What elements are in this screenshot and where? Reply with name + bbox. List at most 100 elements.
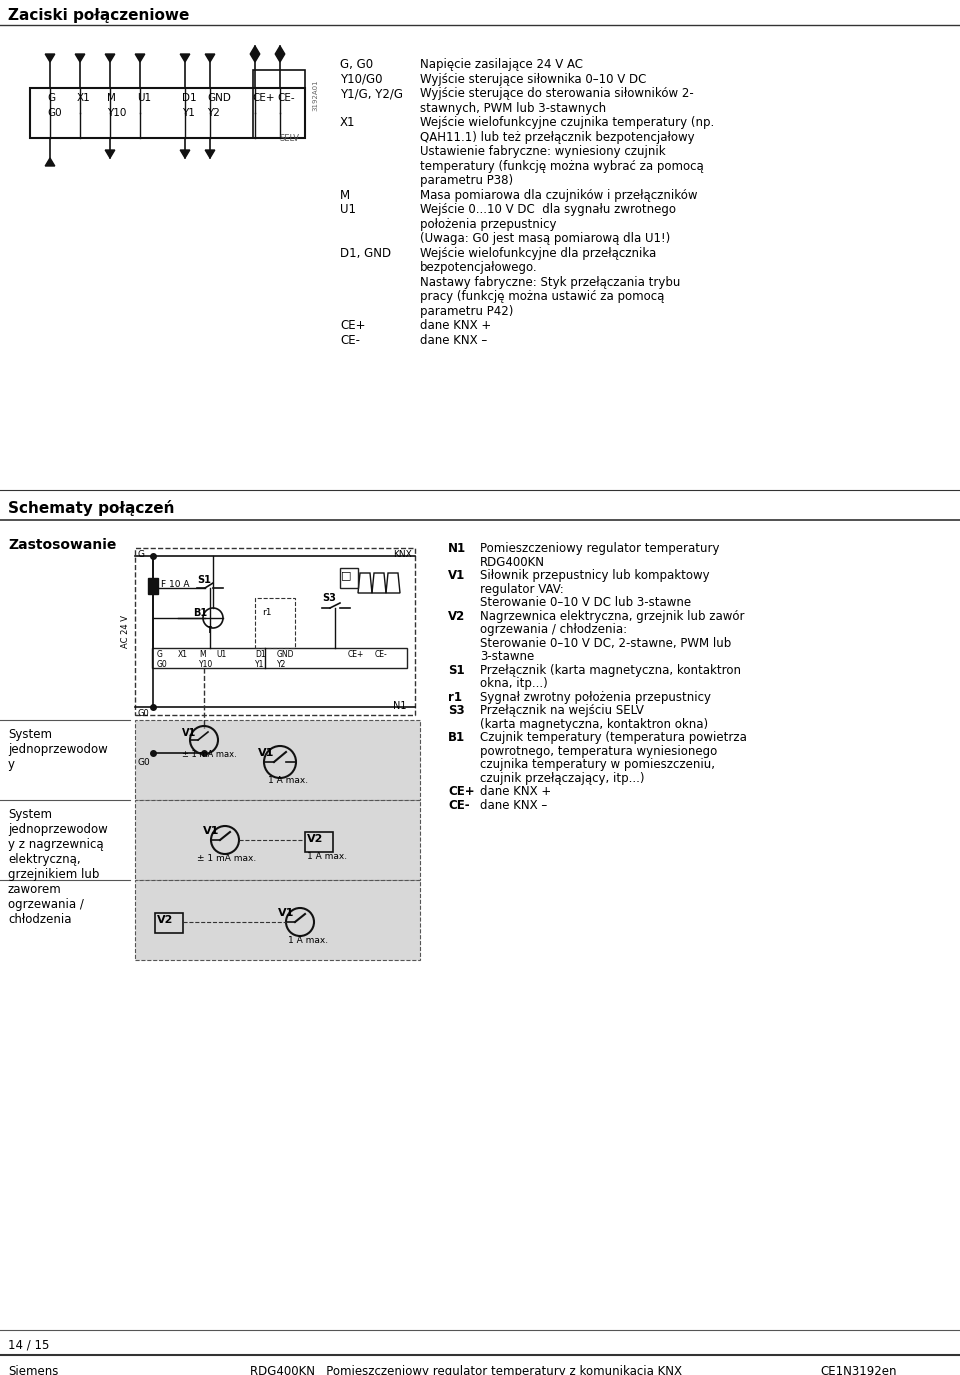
Text: położenia przepustnicy: położenia przepustnicy	[420, 217, 557, 231]
Bar	[152, 648, 407, 668]
Polygon shape	[75, 54, 84, 62]
Text: powrotnego, temperatura wyniesionego: powrotnego, temperatura wyniesionego	[480, 744, 717, 758]
Text: pracy (funkcję można ustawić za pomocą: pracy (funkcję można ustawić za pomocą	[420, 290, 664, 302]
Text: AC 24 V: AC 24 V	[121, 615, 130, 648]
Text: Schematy połączeń: Schematy połączeń	[8, 500, 175, 516]
Text: r1: r1	[262, 608, 272, 617]
Text: X1: X1	[77, 94, 91, 103]
Text: V1: V1	[258, 748, 275, 758]
Text: System
jednoprzewodow
y z nagrzewnicą
elektryczną,
grzejnikiem lub
zaworem
ogrze: System jednoprzewodow y z nagrzewnicą el…	[8, 808, 108, 925]
Text: Y10/G0: Y10/G0	[340, 73, 382, 85]
Bar	[255, 598, 295, 648]
Text: stawnych, PWM lub 3-stawnych: stawnych, PWM lub 3-stawnych	[420, 102, 606, 114]
Text: Wejście wielofunkcyjne dla przełącznika: Wejście wielofunkcyjne dla przełącznika	[420, 246, 657, 260]
Text: M: M	[340, 188, 350, 202]
Text: dane KNX +: dane KNX +	[420, 319, 492, 331]
Text: Wejście 0...10 V DC  dla sygnału zwrotnego: Wejście 0...10 V DC dla sygnału zwrotneg…	[420, 204, 676, 216]
Bar	[253, 70, 305, 138]
Text: Y2: Y2	[207, 109, 220, 118]
Text: X1: X1	[178, 650, 188, 659]
Text: G0: G0	[137, 758, 150, 767]
Text: temperatury (funkcję można wybrać za pomocą: temperatury (funkcję można wybrać za pom…	[420, 160, 704, 172]
Text: N1: N1	[393, 701, 406, 711]
Text: Sterowanie 0–10 V DC lub 3-stawne: Sterowanie 0–10 V DC lub 3-stawne	[480, 595, 691, 609]
Text: CE-: CE-	[375, 650, 388, 659]
Text: Nagrzewnica elektryczna, grzejnik lub zawór: Nagrzewnica elektryczna, grzejnik lub za…	[480, 609, 745, 623]
Text: 1 A max.: 1 A max.	[268, 775, 308, 785]
Text: Pomieszczeniowy regulator temperatury: Pomieszczeniowy regulator temperatury	[480, 542, 719, 556]
Text: B1: B1	[448, 732, 466, 744]
Text: 1 A max.: 1 A max.	[307, 852, 348, 861]
Text: V1: V1	[203, 826, 220, 836]
Polygon shape	[205, 54, 215, 62]
Text: D1: D1	[255, 650, 266, 659]
Text: CE+: CE+	[340, 319, 366, 331]
Text: ± 1 mA max.: ± 1 mA max.	[197, 854, 256, 864]
Text: System
jednoprzewodow
y: System jednoprzewodow y	[8, 727, 108, 771]
Text: M: M	[107, 94, 116, 103]
Text: V1: V1	[448, 569, 466, 582]
Text: ± 1 mA max.: ± 1 mA max.	[182, 749, 237, 759]
Polygon shape	[276, 54, 285, 62]
Text: r1: r1	[448, 690, 462, 704]
Text: V2: V2	[448, 609, 466, 623]
Text: okna, itp...): okna, itp...)	[480, 676, 548, 690]
Polygon shape	[135, 54, 145, 62]
Text: V1: V1	[182, 727, 196, 738]
Text: S3: S3	[448, 704, 465, 716]
Bar	[340, 568, 358, 588]
Text: GND: GND	[207, 94, 230, 103]
Text: czujnik przełączający, itp...): czujnik przełączający, itp...)	[480, 771, 644, 785]
Text: dane KNX +: dane KNX +	[480, 785, 551, 797]
Bar	[135, 800, 420, 880]
Text: CE1N3192en: CE1N3192en	[820, 1365, 897, 1375]
Text: QAH11.1) lub też przełącznik bezpotencjałowy: QAH11.1) lub też przełącznik bezpotencja…	[420, 131, 695, 143]
Text: 14 / 15: 14 / 15	[8, 1338, 49, 1352]
Text: U1: U1	[216, 650, 227, 659]
Text: parametru P42): parametru P42)	[420, 304, 514, 318]
Text: CE+: CE+	[348, 650, 365, 659]
Text: Y1: Y1	[182, 109, 195, 118]
Text: Sterowanie 0–10 V DC, 2-stawne, PWM lub: Sterowanie 0–10 V DC, 2-stawne, PWM lub	[480, 637, 732, 649]
Text: G0: G0	[47, 109, 61, 118]
Text: Wyjście sterujące siłownika 0–10 V DC: Wyjście sterujące siłownika 0–10 V DC	[420, 73, 646, 85]
Text: X1: X1	[340, 116, 355, 129]
Text: Y10: Y10	[199, 660, 213, 670]
Text: B1: B1	[193, 608, 207, 617]
Text: Siemens: Siemens	[8, 1365, 59, 1375]
Text: RDG400KN: RDG400KN	[480, 556, 545, 568]
Text: G: G	[47, 94, 55, 103]
Bar	[148, 578, 158, 594]
Polygon shape	[251, 54, 260, 62]
Text: G: G	[137, 550, 144, 560]
Text: Sygnał zwrotny położenia przepustnicy: Sygnał zwrotny położenia przepustnicy	[480, 690, 711, 704]
Polygon shape	[180, 150, 190, 158]
Text: Napięcie zasilające 24 V AC: Napięcie zasilające 24 V AC	[420, 58, 583, 72]
Text: Masa pomiarowa dla czujników i przełączników: Masa pomiarowa dla czujników i przełączn…	[420, 188, 698, 202]
Bar	[155, 913, 183, 934]
Text: S1: S1	[448, 664, 465, 676]
Text: S1: S1	[197, 575, 211, 584]
Text: Y2: Y2	[277, 660, 286, 670]
Text: S3: S3	[322, 593, 336, 604]
Text: Zastosowanie: Zastosowanie	[8, 538, 116, 551]
Bar	[305, 832, 333, 852]
Text: Wejście wielofunkcyjne czujnika temperatury (np.: Wejście wielofunkcyjne czujnika temperat…	[420, 116, 714, 129]
Polygon shape	[180, 54, 190, 62]
Text: G0: G0	[137, 710, 149, 718]
Text: bezpotencjałowego.: bezpotencjałowego.	[420, 261, 538, 274]
Text: U1: U1	[340, 204, 356, 216]
Text: V2: V2	[157, 914, 174, 925]
Text: V1: V1	[278, 908, 295, 918]
Text: Siłownik przepustnicy lub kompaktowy: Siłownik przepustnicy lub kompaktowy	[480, 569, 709, 582]
Text: Y1/G, Y2/G: Y1/G, Y2/G	[340, 87, 403, 100]
Polygon shape	[276, 45, 285, 54]
Text: U1: U1	[137, 94, 151, 103]
Polygon shape	[205, 150, 215, 158]
Text: G, G0: G, G0	[340, 58, 373, 72]
Text: GND: GND	[277, 650, 295, 659]
Text: CE-: CE-	[277, 94, 295, 103]
Text: Nastawy fabryczne: Styk przełączania trybu: Nastawy fabryczne: Styk przełączania try…	[420, 275, 681, 289]
Text: □: □	[341, 571, 351, 580]
Text: CE+: CE+	[448, 785, 474, 797]
